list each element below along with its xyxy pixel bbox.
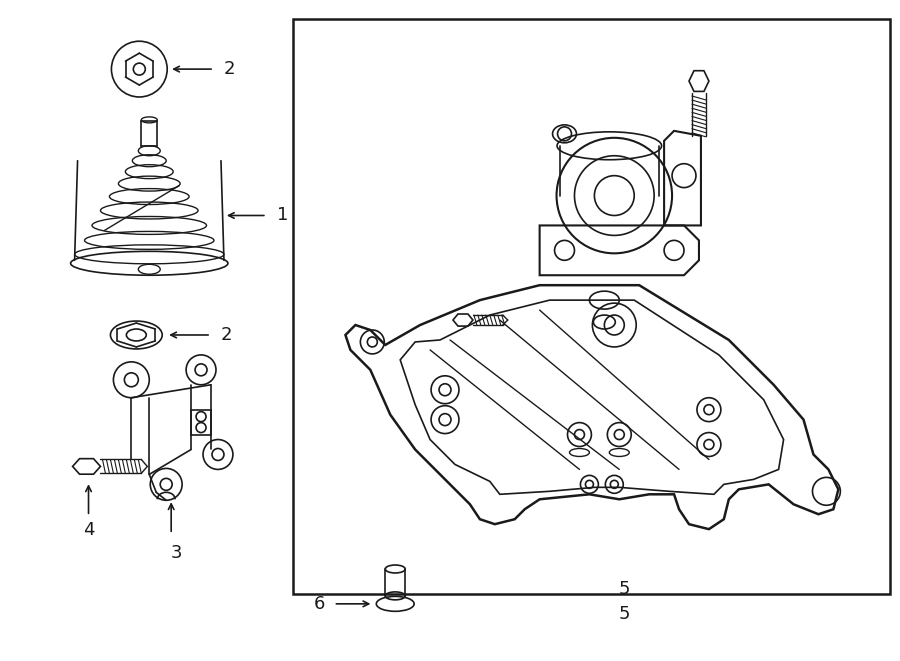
Text: 4: 4 (83, 521, 94, 539)
Text: 2: 2 (224, 60, 236, 78)
Text: 6: 6 (314, 595, 326, 613)
Text: 5: 5 (618, 605, 630, 623)
Text: 3: 3 (170, 544, 182, 562)
Text: 1: 1 (276, 206, 288, 225)
Text: 2: 2 (221, 326, 232, 344)
Text: 5: 5 (618, 580, 630, 598)
